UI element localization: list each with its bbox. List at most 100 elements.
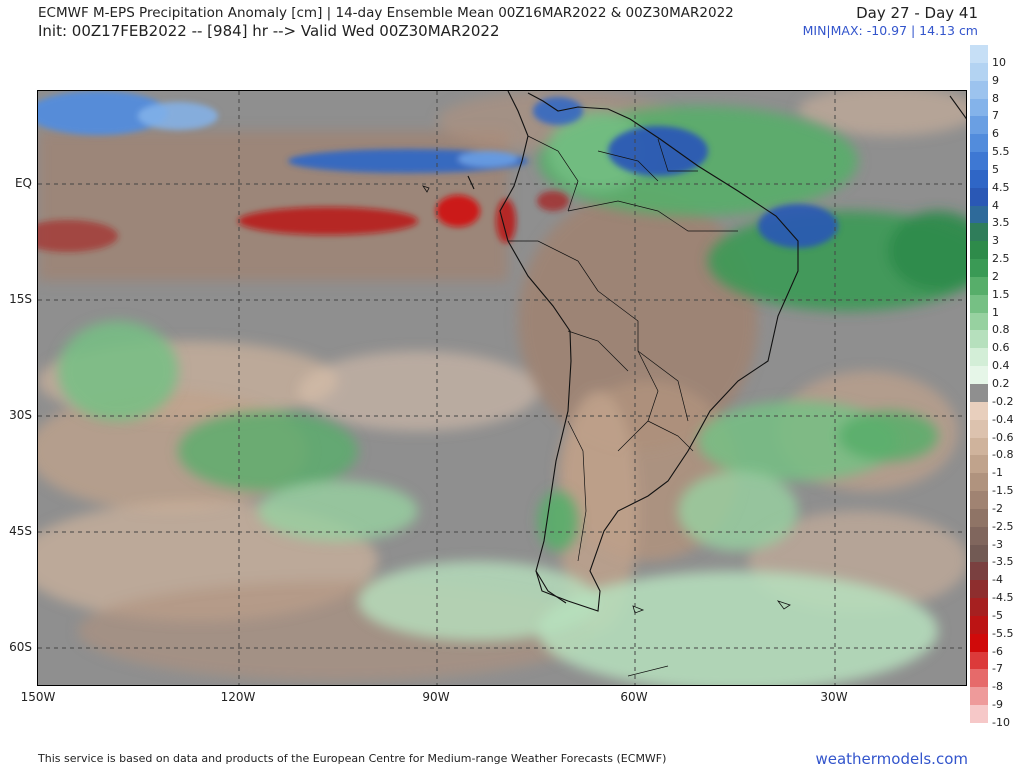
colorbar-label: -3 [992, 537, 1003, 551]
colorbar-swatch [970, 98, 988, 117]
colorbar-label: 10 [992, 55, 1006, 69]
graticule [38, 91, 966, 685]
colorbar-swatch [970, 384, 988, 403]
lat-label-45s: 45S [9, 524, 32, 538]
lat-label-15s: 15S [9, 292, 32, 306]
colorbar-swatch [970, 562, 988, 581]
colorbar-label: 4 [992, 198, 999, 212]
colorbar-swatch [970, 598, 988, 617]
map-title: ECMWF M-EPS Precipitation Anomaly [cm] |… [38, 5, 734, 21]
coastlines [467, 91, 966, 612]
colorbar-label: 0.2 [992, 377, 1010, 390]
colorbar-label: -6 [992, 644, 1003, 658]
forecast-day-range: Day 27 - Day 41 [856, 4, 978, 22]
colorbar-swatch [970, 116, 988, 135]
colorbar-label: 1.5 [992, 287, 1010, 301]
colorbar [970, 45, 988, 724]
lat-label-eq: EQ [14, 176, 32, 190]
colorbar-label: 3.5 [992, 216, 1010, 230]
colorbar-swatch [970, 419, 988, 438]
lon-label-150w: 150W [20, 690, 56, 704]
colorbar-label: -0.8 [992, 448, 1014, 462]
colorbar-label: -4.5 [992, 591, 1014, 605]
colorbar-label: 7 [992, 109, 999, 123]
colorbar-swatch [970, 276, 988, 296]
lat-label-30s: 30S [9, 408, 32, 422]
colorbar-swatch [970, 205, 988, 224]
colorbar-label: -2.5 [992, 519, 1014, 533]
colorbar-label: -9 [992, 698, 1003, 712]
colorbar-swatch [970, 241, 988, 260]
strong-wet-cores [38, 91, 838, 248]
colorbar-label: 9 [992, 73, 999, 87]
lon-label-120w: 120W [220, 690, 256, 704]
colorbar-swatch [970, 544, 988, 563]
colorbar-swatch [970, 633, 988, 653]
colorbar-label: 5.5 [992, 145, 1010, 159]
colorbar-label: -7 [992, 662, 1003, 676]
colorbar-label: 8 [992, 91, 999, 105]
colorbar-label: -4 [992, 573, 1003, 587]
colorbar-label: -5 [992, 608, 1003, 622]
colorbar-label: 0.8 [992, 323, 1010, 337]
colorbar-label: -1.5 [992, 484, 1014, 498]
precipitation-anomaly-map [37, 90, 967, 686]
colorbar-label: 1 [992, 305, 999, 319]
strong-dry-cores [38, 191, 569, 252]
colorbar-label: -5.5 [992, 626, 1014, 640]
colorbar-swatch [970, 312, 988, 331]
colorbar-label: -1 [992, 466, 1003, 480]
country-borders [508, 135, 738, 562]
init-valid-line: Init: 00Z17FEB2022 -- [984] hr --> Valid… [38, 22, 500, 40]
ecmwf-attribution: This service is based on data and produc… [38, 752, 667, 765]
colorbar-label: 4.5 [992, 180, 1010, 194]
colorbar-swatch [970, 705, 988, 724]
colorbar-swatch [970, 152, 988, 171]
colorbar-swatch [970, 437, 988, 456]
colorbar-swatch [970, 134, 988, 153]
colorbar-swatch [970, 330, 988, 349]
colorbar-label: -10 [992, 716, 1010, 729]
colorbar-swatch [970, 348, 988, 367]
map-canvas [38, 91, 966, 685]
colorbar-swatch [970, 508, 988, 528]
colorbar-swatch [970, 80, 988, 99]
colorbar-swatch [970, 491, 988, 510]
colorbar-swatch [970, 62, 988, 82]
lon-label-90w: 90W [422, 690, 450, 704]
colorbar-swatch [970, 455, 988, 474]
colorbar-label: -3.5 [992, 555, 1014, 569]
lon-label-60w: 60W [620, 690, 648, 704]
colorbar-swatch [970, 615, 988, 635]
colorbar-label: 0.6 [992, 341, 1010, 355]
colorbar-label: -0.4 [992, 412, 1014, 426]
brand-link[interactable]: weathermodels.com [815, 750, 968, 768]
lat-label-60s: 60S [9, 640, 32, 654]
islands [422, 185, 791, 677]
colorbar-label: 2 [992, 269, 999, 283]
colorbar-swatch [970, 669, 988, 688]
colorbar-label: -2 [992, 501, 1003, 515]
colorbar-swatch [970, 687, 988, 706]
colorbar-swatch [970, 401, 988, 421]
min-max-readout: MIN|MAX: -10.97 | 14.13 cm [802, 23, 978, 38]
colorbar-swatch [970, 169, 988, 189]
colorbar-label: 3 [992, 234, 999, 248]
colorbar-swatch [970, 526, 988, 546]
lon-label-30w: 30W [820, 690, 848, 704]
colorbar-label: 6 [992, 127, 999, 141]
colorbar-swatch [970, 366, 988, 385]
colorbar-swatch [970, 259, 988, 278]
colorbar-swatch [970, 187, 988, 207]
colorbar-label: 0.4 [992, 359, 1010, 373]
colorbar-label: -0.6 [992, 430, 1014, 444]
colorbar-swatch [970, 223, 988, 242]
colorbar-label: 5 [992, 162, 999, 176]
colorbar-swatch [970, 473, 988, 492]
colorbar-label: 2.5 [992, 252, 1010, 266]
colorbar-swatch [970, 45, 988, 64]
colorbar-swatch [970, 580, 988, 599]
colorbar-label: -8 [992, 680, 1003, 694]
colorbar-swatch [970, 651, 988, 670]
colorbar-label: -0.2 [992, 394, 1014, 408]
